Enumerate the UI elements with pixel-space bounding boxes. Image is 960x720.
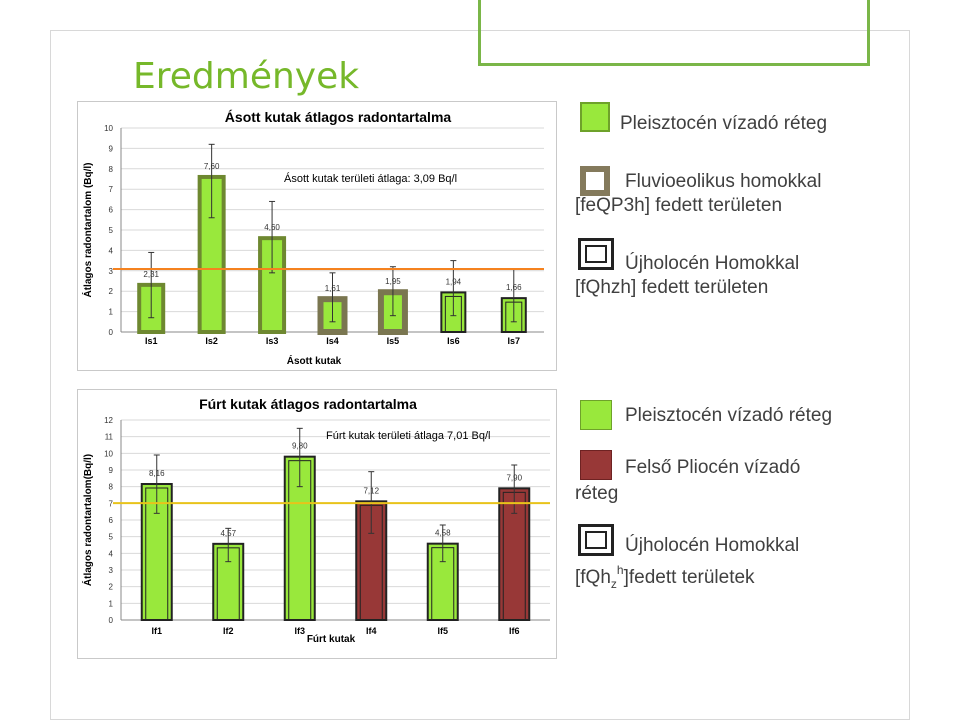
- legend-label-holocene-b: Újholocén Homokkal: [625, 535, 800, 556]
- slide-title: Eredmények: [133, 56, 360, 97]
- chart-dug-wells-svg: 0 1 2 3 4 5 6 7 8 9 10 Ásott kutak átlagos radontar…: [81, 109, 544, 367]
- y-tick-label: 5: [109, 226, 114, 235]
- x-tick-label: Is3: [266, 336, 279, 346]
- legend-code-b: ]fedett területek: [623, 567, 755, 588]
- data-label: 9,80: [292, 442, 308, 451]
- data-label: 1,61: [325, 284, 341, 293]
- x-tick-label: If3: [294, 626, 305, 636]
- y-tick-label: 6: [109, 206, 114, 215]
- legend-label-holocene-2: [fQhzh] fedett területen: [575, 277, 769, 298]
- chart-drilled-wells: 0 1 2 3 4 5 6 7 8 9 10 11 12 Fúrt kutak átlagos radon…: [77, 389, 557, 659]
- average-label: Fúrt kutak területi átlaga 7,01 Bq/l: [326, 430, 490, 442]
- y-axis-label: Átlagos radontartalom (Bq/l): [81, 162, 94, 297]
- chart-dug-wells: 0 1 2 3 4 5 6 7 8 9 10 Ásott kutak átlagos radontar…: [77, 101, 557, 371]
- y-tick-label: 4: [109, 549, 114, 558]
- y-tick-label: 11: [105, 433, 114, 442]
- x-tick-label: Is1: [145, 336, 158, 346]
- legend-swatch-green-2: [580, 400, 612, 430]
- y-tick-label: 4: [109, 246, 114, 255]
- legend-label-pleistocene-2: Pleisztocén vízadó réteg: [625, 405, 833, 426]
- y-tick-label: 2: [109, 287, 114, 296]
- y-tick-label: 9: [109, 466, 114, 475]
- legend-swatch-double-2: [578, 524, 614, 556]
- y-tick-label: 3: [109, 566, 114, 575]
- data-label: 4,58: [435, 529, 451, 538]
- y-tick-label: 6: [109, 516, 114, 525]
- legend-code-sup: h: [616, 563, 624, 577]
- average-label: Ásott kutak területi átlaga: 3,09 Bq/l: [284, 172, 457, 185]
- y-tick-label: 5: [109, 533, 114, 542]
- data-label: 2,31: [143, 270, 159, 279]
- legend-swatch-double: [578, 238, 614, 270]
- y-tick-label: 10: [104, 124, 113, 133]
- decorative-top-bar: [478, 0, 870, 66]
- legend-label-fluvio: Fluvioeolikus homokkal: [625, 171, 822, 192]
- legend-code-a: [fQh: [575, 567, 611, 588]
- data-label: 4,60: [264, 223, 280, 232]
- legend-label-pleistocene: Pleisztocén vízadó réteg: [620, 113, 828, 134]
- x-tick-label: Is6: [447, 336, 460, 346]
- x-tick-label: If5: [437, 626, 448, 636]
- chart-title: Fúrt kutak átlagos radontartalma: [199, 396, 417, 412]
- data-label: 7,60: [204, 162, 220, 171]
- legend-label-holocene-b2: [fQhzh]fedett területek: [575, 559, 755, 595]
- x-tick-label: Is5: [387, 336, 400, 346]
- y-tick-label: 0: [109, 328, 114, 337]
- y-tick-label: 7: [109, 185, 114, 194]
- y-tick-label: 1: [109, 308, 114, 317]
- data-label: 7,90: [506, 473, 522, 482]
- y-tick-label: 2: [109, 583, 114, 592]
- data-label: 4,57: [220, 529, 236, 538]
- y-tick-label: 12: [104, 416, 113, 425]
- y-tick-label: 10: [104, 449, 113, 458]
- y-tick-label: 8: [109, 483, 114, 492]
- x-tick-label: Is2: [205, 336, 218, 346]
- y-tick-label: 0: [109, 616, 114, 625]
- legend-swatch-green: [580, 102, 610, 132]
- x-tick-label: If6: [509, 626, 520, 636]
- data-label: 1,66: [506, 283, 522, 292]
- data-label: 8,16: [149, 469, 165, 478]
- y-tick-label: 7: [109, 499, 114, 508]
- y-tick-label: 3: [109, 267, 114, 276]
- y-tick-label: 9: [109, 144, 114, 153]
- legend-code-sub: z: [610, 577, 617, 591]
- data-label: 1,95: [385, 277, 401, 286]
- legend-label-pliocene-2: réteg: [575, 483, 619, 504]
- data-label: 7,12: [363, 486, 379, 495]
- legend-swatch-framed: [580, 166, 610, 196]
- x-axis-label: Ásott kutak: [287, 354, 342, 367]
- y-tick-label: 8: [109, 165, 114, 174]
- legend-swatch-brown: [580, 450, 612, 480]
- x-tick-label: If1: [151, 626, 162, 636]
- y-axis-label: Átlagos radontartalom(Bq/l): [81, 454, 94, 586]
- x-tick-label: Is4: [326, 336, 339, 346]
- y-tick-label: 1: [109, 599, 114, 608]
- x-tick-label: If2: [223, 626, 234, 636]
- x-tick-label: If4: [366, 626, 377, 636]
- legend-label-fluvio-2: [feQP3h] fedett területen: [575, 195, 783, 216]
- chart-title: Ásott kutak átlagos radontartalma: [225, 109, 452, 125]
- legend-label-holocene: Újholocén Homokkal: [625, 253, 800, 274]
- x-tick-label: Is7: [508, 336, 521, 346]
- x-axis-label: Fúrt kutak: [307, 634, 356, 645]
- legend-label-pliocene: Felső Pliocén vízadó: [625, 457, 801, 478]
- data-label: 1,94: [446, 277, 462, 286]
